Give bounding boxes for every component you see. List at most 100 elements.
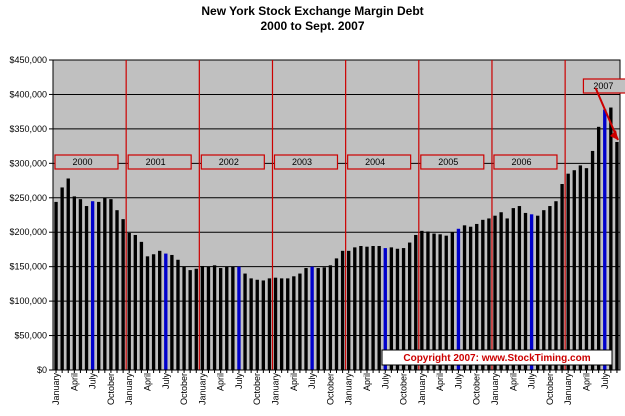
bar (578, 165, 583, 370)
x-tick-label: April (362, 373, 372, 391)
y-tick-label: $400,000 (9, 89, 47, 99)
bar (523, 212, 528, 370)
bar (292, 276, 296, 370)
bar (145, 256, 150, 370)
x-tick-label: July (527, 373, 537, 390)
x-tick-label: April (143, 373, 153, 391)
bar (334, 258, 339, 370)
bar (536, 215, 540, 370)
bar (365, 246, 369, 370)
bar (279, 278, 284, 370)
bar (462, 225, 467, 370)
year-label-box (493, 154, 558, 170)
year-label-box (347, 154, 412, 170)
x-tick-label: January (51, 373, 61, 406)
bar (371, 246, 375, 370)
x-tick-label: October (252, 373, 262, 405)
annotation: Copyright 2007: www.StockTiming.com (381, 87, 619, 366)
bar (584, 168, 589, 370)
bar (566, 173, 570, 370)
bar (121, 219, 125, 370)
year-label: 2002 (219, 157, 239, 167)
bar (231, 266, 235, 370)
year-label: 2003 (292, 157, 312, 167)
x-tick-label: April (581, 373, 591, 391)
x-tick-label: January (417, 373, 427, 406)
bar (505, 218, 509, 370)
year-label-box (273, 154, 339, 170)
x-tick-label: January (271, 373, 281, 406)
year-label: 2004 (365, 157, 385, 167)
bar (420, 230, 424, 370)
bar (475, 223, 479, 370)
bar (188, 270, 192, 370)
bar (54, 201, 58, 370)
year-dividers (125, 60, 566, 370)
bar (237, 266, 241, 370)
year-label: 2007 (593, 81, 613, 91)
bar (164, 253, 168, 370)
year-labels: 2000 2001 2002 2003 2004 2005 2006 2007 (54, 78, 625, 170)
x-tick-label: October (106, 373, 116, 405)
bar (84, 206, 89, 370)
bar (401, 248, 406, 370)
bar (60, 187, 64, 370)
x-tick-label: April (508, 373, 518, 391)
y-tick-label: $150,000 (9, 262, 47, 272)
bar (340, 250, 345, 370)
bar (468, 226, 473, 370)
bar (359, 246, 363, 370)
bar (212, 265, 217, 370)
y-tick-label: $100,000 (9, 296, 47, 306)
x-tick-label: April (435, 373, 445, 391)
bar (194, 268, 198, 370)
x-tick-label: January (490, 373, 500, 406)
bar (529, 214, 534, 370)
bar (78, 199, 83, 370)
bar (176, 259, 180, 370)
bar (487, 218, 491, 370)
bar (383, 248, 387, 370)
bar (511, 208, 515, 370)
x-tick-label: July (600, 373, 610, 390)
bar-series (54, 107, 619, 371)
bar (542, 210, 546, 370)
year-label: 2001 (146, 157, 166, 167)
y-tick-label: $0 (37, 365, 47, 375)
y-tick-label: $200,000 (9, 227, 47, 237)
bar (206, 266, 211, 370)
x-tick-label: July (161, 373, 171, 390)
x-tick-label: October (325, 373, 335, 405)
bar (377, 246, 381, 370)
bar (590, 150, 595, 370)
y-axis: $0 $50,000 $100,000 $150,000 $200,000 $250,00… (9, 55, 53, 375)
year-label: 2000 (72, 157, 92, 167)
year-label-box (127, 154, 192, 170)
copyright-text: Copyright 2007: www.StockTiming.com (403, 353, 590, 364)
bar (286, 278, 290, 370)
y-tick-label: $50,000 (14, 331, 47, 341)
year-label-box (420, 154, 485, 170)
x-tick-label: April (289, 373, 299, 391)
x-tick-label: January (344, 373, 354, 406)
bar (267, 278, 272, 370)
x-tick-label: July (307, 373, 317, 390)
bar (127, 232, 131, 370)
x-tick-label: October (179, 373, 189, 405)
bar (407, 242, 412, 370)
bar (560, 184, 564, 370)
chart-subtitle: 2000 to Sept. 2007 (260, 19, 365, 33)
x-tick-label: October (472, 373, 482, 405)
bar (200, 265, 205, 370)
x-tick-label: July (380, 373, 390, 390)
bar (347, 250, 351, 370)
bar (481, 219, 485, 370)
x-tick-label: April (216, 373, 226, 391)
bar (395, 248, 400, 370)
bar (426, 231, 430, 370)
bar (90, 201, 95, 370)
year-label-box (582, 78, 625, 94)
bar (243, 273, 247, 370)
bar (218, 268, 223, 370)
bar (438, 234, 442, 370)
